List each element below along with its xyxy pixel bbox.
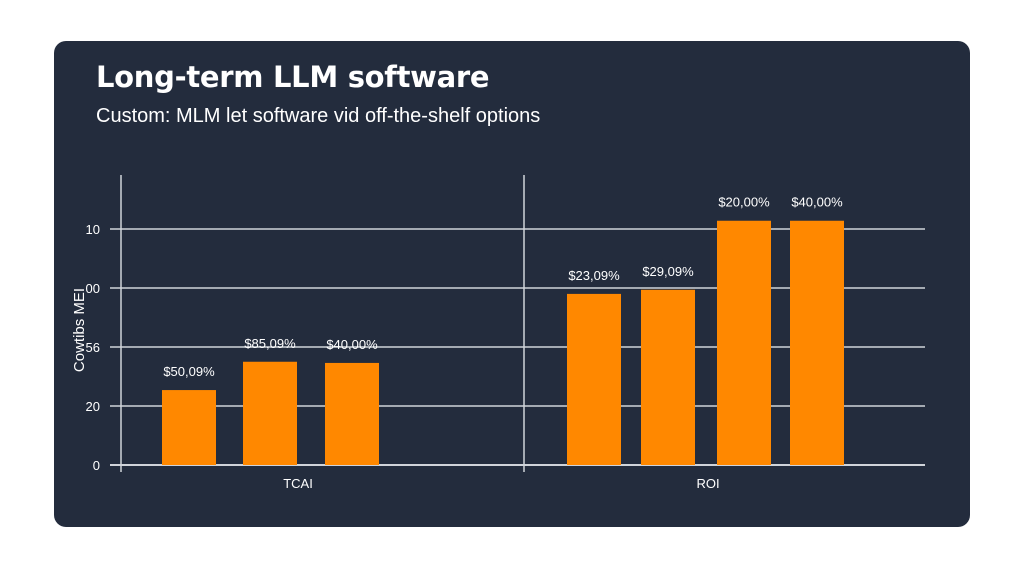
y-tick-label: 00 bbox=[86, 281, 100, 296]
y-axis-label: Cowtibs MEI bbox=[71, 288, 88, 372]
data-label: $20,00% bbox=[718, 195, 770, 210]
bar bbox=[641, 289, 695, 465]
bar bbox=[790, 220, 844, 465]
bar bbox=[567, 293, 621, 465]
bar bbox=[325, 362, 379, 465]
chart-title: Long-term LLM software bbox=[96, 60, 490, 94]
data-label: $85,09% bbox=[244, 336, 296, 351]
bar bbox=[162, 390, 216, 465]
data-label: $50,09% bbox=[163, 364, 215, 379]
data-label: $23,09% bbox=[568, 268, 620, 283]
y-tick-label: 20 bbox=[86, 399, 100, 414]
bar bbox=[717, 220, 771, 465]
data-label: $29,09% bbox=[642, 264, 694, 279]
y-tick-label: 10 bbox=[86, 222, 100, 237]
y-tick-label: 0 bbox=[93, 458, 100, 473]
data-label: $40,00% bbox=[791, 195, 843, 210]
y-tick-label: 56 bbox=[86, 340, 100, 355]
chart-subtitle: Custom: MLM let software vid off-the-she… bbox=[96, 105, 541, 127]
bar bbox=[243, 361, 297, 465]
x-category-label: TCAI bbox=[283, 476, 313, 491]
data-label: $40,00% bbox=[326, 337, 378, 352]
x-category-label: ROI bbox=[696, 476, 719, 491]
